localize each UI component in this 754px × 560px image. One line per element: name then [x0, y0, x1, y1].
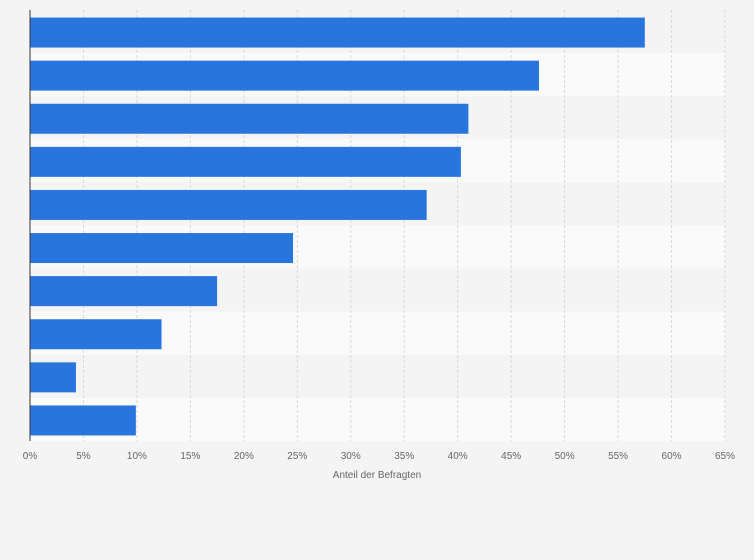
- x-tick-label: 20%: [234, 451, 254, 462]
- row-band: [30, 397, 725, 441]
- bar[interactable]: [30, 60, 539, 91]
- x-tick-label: 45%: [501, 451, 521, 462]
- x-tick-label: 60%: [662, 451, 682, 462]
- x-tick-label: 25%: [287, 451, 307, 462]
- bar[interactable]: [30, 362, 76, 393]
- x-tick-label: 50%: [555, 451, 575, 462]
- x-tick-label: 40%: [448, 451, 468, 462]
- x-tick-label: 0%: [23, 451, 38, 462]
- bar[interactable]: [30, 276, 218, 307]
- row-band: [30, 354, 725, 398]
- x-tick-label: 5%: [76, 451, 91, 462]
- bar[interactable]: [30, 103, 469, 134]
- x-tick-label: 55%: [608, 451, 628, 462]
- x-tick-label: 65%: [715, 451, 735, 462]
- bar[interactable]: [30, 189, 427, 220]
- x-tick-label: 35%: [394, 451, 414, 462]
- x-tick-labels: 0% 5% 10% 15% 20% 25% 30% 35% 40% 45% 50% 55% 60% 65%: [23, 451, 735, 462]
- bar[interactable]: [30, 146, 461, 177]
- bars: [30, 17, 645, 436]
- x-tick-label: 15%: [180, 451, 200, 462]
- x-axis-title: Anteil der Befragten: [333, 470, 421, 481]
- bar[interactable]: [30, 233, 294, 264]
- bar[interactable]: [30, 319, 162, 350]
- x-tick-label: 30%: [341, 451, 361, 462]
- x-tick-label: 10%: [127, 451, 147, 462]
- bar[interactable]: [30, 405, 136, 436]
- bar[interactable]: [30, 17, 645, 48]
